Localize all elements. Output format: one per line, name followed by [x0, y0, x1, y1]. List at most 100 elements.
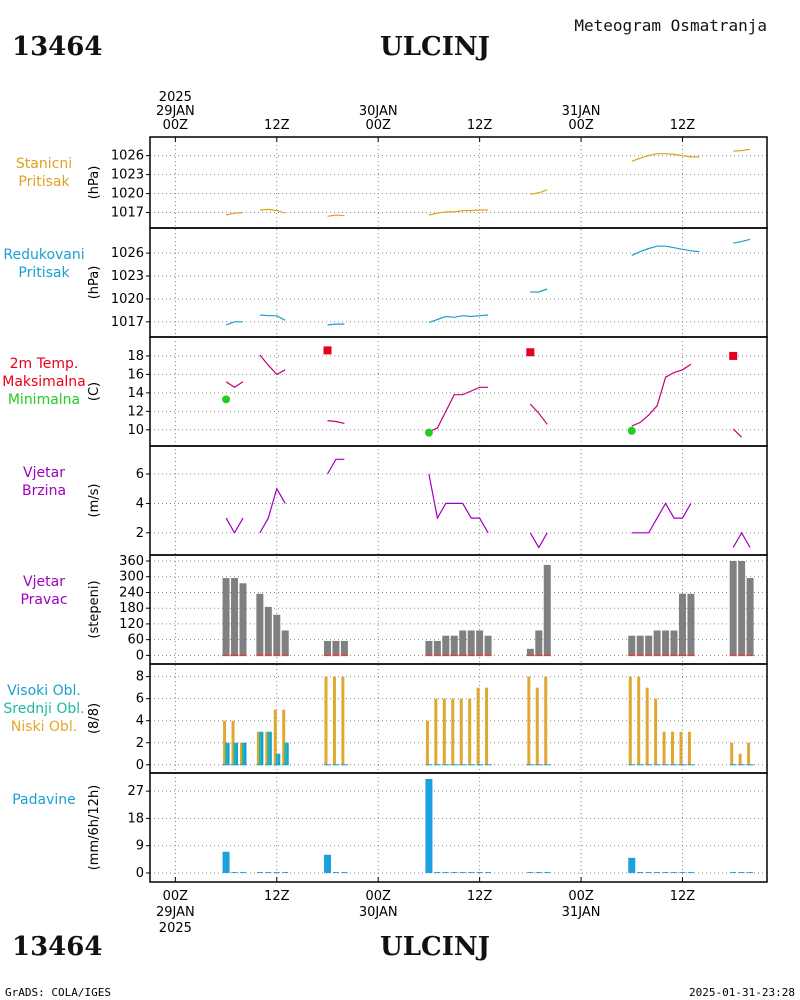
wind-direction-bar [729, 561, 737, 656]
cloud-low-bar [679, 731, 683, 765]
footer-right: 2025-01-31-23:28 [689, 986, 795, 999]
precip-bar [282, 872, 289, 873]
wind-direction-bar [543, 564, 551, 656]
precip-bar [628, 857, 636, 873]
tmin-marker [627, 426, 636, 435]
panel-label: Padavine [12, 792, 76, 808]
series-line [428, 386, 489, 433]
precip-bar [535, 872, 542, 873]
time-label-top: 12Z [670, 118, 696, 133]
cloud-low-bar [544, 676, 548, 765]
wind-direction-bar [264, 606, 272, 656]
wind-direction-bar [653, 630, 661, 656]
cloud-high-bar [227, 742, 230, 765]
series-line [733, 148, 751, 152]
cloud-low-bar [265, 731, 269, 765]
precip-bar [645, 872, 652, 873]
cloud-mid-bar [267, 731, 270, 765]
precip-bar [527, 872, 534, 873]
panel-label: Minimalna [8, 392, 80, 408]
cloud-low-bar [459, 698, 463, 765]
precip-bar [671, 872, 678, 873]
precip-bar [231, 872, 238, 873]
series-line [631, 363, 692, 427]
time-label-top: 12Z [467, 118, 493, 133]
wind-direction-bar [670, 630, 678, 656]
y-tick-label: 1026 [111, 246, 144, 261]
y-tick-label: 12 [127, 404, 144, 419]
panel-label: Vjetar [23, 465, 65, 481]
time-label-top: 00Z [163, 118, 189, 133]
precip-bar [637, 872, 644, 873]
y-axis-label: (C) [87, 382, 102, 401]
time-label-bottom: 29JAN [156, 905, 195, 920]
y-tick-label: 9 [136, 839, 144, 854]
series-line [631, 153, 700, 162]
wind-direction-bar [273, 614, 281, 656]
station-id-bottom: 13464 [12, 932, 102, 962]
y-tick-label: 300 [119, 570, 144, 585]
y-tick-label: 6 [136, 467, 144, 482]
cloud-low-bar [687, 731, 691, 765]
cloud-mid-bar [233, 742, 236, 765]
y-tick-label: 18 [127, 811, 144, 826]
wind-direction-bar [678, 593, 686, 656]
cloud-low-bar [730, 742, 734, 765]
cloud-high-bar [260, 731, 264, 765]
series-line [631, 502, 692, 534]
time-label-bottom: 12Z [670, 889, 696, 904]
wind-direction-bar [442, 635, 450, 656]
station-id-top: 13464 [12, 32, 102, 62]
series-line [631, 245, 700, 256]
panel-label: Stanicni [16, 156, 72, 172]
wind-direction-bar [239, 583, 247, 656]
cloud-low-bar [282, 709, 286, 765]
tmin-marker [222, 395, 231, 404]
y-tick-label: 1017 [111, 315, 144, 330]
time-label-bottom: 00Z [163, 889, 189, 904]
cloud-mid-bar [241, 742, 244, 765]
wind-direction-bar [459, 630, 467, 656]
y-tick-label: 1017 [111, 206, 144, 221]
y-tick-label: 6 [136, 692, 144, 707]
series-line [428, 314, 489, 324]
cloud-mid-bar [258, 731, 261, 765]
precip-bar [273, 872, 280, 873]
time-label-bottom: 12Z [264, 889, 290, 904]
wind-direction-bar [450, 635, 458, 656]
wind-direction-bar [662, 630, 670, 656]
y-tick-label: 16 [127, 367, 144, 382]
y-tick-label: 180 [119, 601, 144, 616]
wind-direction-bar [340, 640, 348, 656]
wind-direction-bar [738, 561, 746, 656]
wind-direction-bar [231, 578, 239, 656]
wind-direction-bar [433, 640, 441, 656]
y-axis-label: (hPa) [87, 166, 102, 200]
cloud-low-bar [747, 742, 751, 765]
panel-frame [149, 227, 768, 338]
footer-left: GrADS: COLA/IGES [5, 986, 111, 999]
cloud-mid-bar [275, 753, 278, 765]
panel-label: Redukovani [3, 247, 84, 263]
precip-bar [265, 872, 272, 873]
series-line [732, 428, 743, 438]
series-line [259, 314, 286, 321]
cloud-low-bar [527, 676, 531, 765]
y-tick-label: 18 [127, 349, 144, 364]
wind-direction-bar [332, 640, 340, 656]
time-label-top: 12Z [264, 118, 290, 133]
panel-label: Niski Obl. [11, 719, 77, 735]
series-line [225, 517, 244, 535]
tmax-marker [526, 348, 535, 357]
series-line [225, 211, 244, 216]
cloud-low-bar [223, 720, 227, 765]
panel-label: Brzina [22, 483, 66, 499]
wind-direction-bar [256, 593, 264, 656]
panel-label: Pritisak [18, 265, 70, 281]
tmax-marker [323, 346, 332, 355]
series-line [326, 458, 345, 475]
panel-label: Maksimalna [2, 374, 86, 390]
wind-direction-bar [467, 630, 475, 656]
cloud-low-bar [451, 698, 455, 765]
precip-bar [738, 872, 745, 873]
